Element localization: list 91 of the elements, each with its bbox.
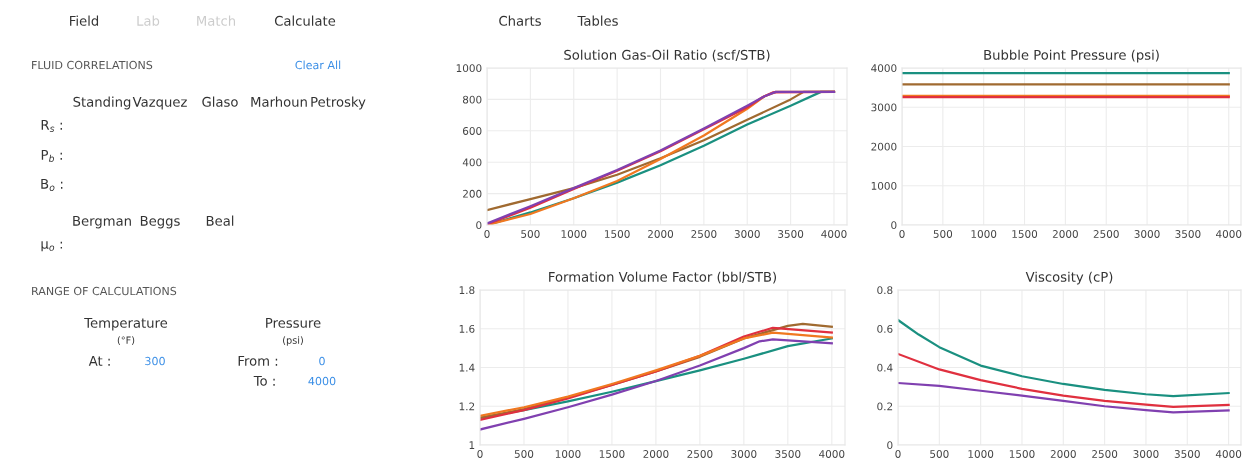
- text: (psi): [283, 336, 303, 346]
- x-tick-label: 2000: [643, 450, 669, 458]
- y-tick-label: 1.8: [459, 286, 475, 295]
- text: Clear All: [295, 60, 341, 70]
- text: Calculate: [274, 15, 336, 26]
- text: From :: [238, 356, 278, 366]
- x-tick-label: 3500: [778, 230, 804, 238]
- chart-title: Formation Volume Factor (bbl/STB): [549, 271, 777, 284]
- y-tick-label: 1.2: [459, 402, 475, 411]
- text: Pressure: [266, 318, 321, 328]
- text: P$_{b}$ :: [41, 150, 62, 162]
- x-tick-label: 2000: [1052, 230, 1078, 238]
- x-tick-label: 500: [933, 230, 953, 238]
- y-tick-label: 1000: [871, 181, 897, 190]
- chart-title: Solution Gas-Oil Ratio (scf/STB): [564, 49, 770, 62]
- y-tick-label: 1000: [456, 64, 482, 73]
- x-tick-label: 3000: [1133, 450, 1159, 458]
- x-tick-label: 3000: [731, 450, 757, 458]
- x-tick-label: 3000: [1134, 230, 1160, 238]
- x-tick-label: 1000: [968, 450, 994, 458]
- y-tick-label: 0.8: [877, 286, 893, 295]
- y-tick-label: 0.2: [877, 402, 893, 411]
- x-tick-label: 1500: [1009, 450, 1035, 458]
- line-series: [898, 352, 1230, 408]
- y-tick-label: 0: [887, 441, 893, 450]
- y-tick-label: 800: [462, 95, 482, 104]
- text: 4000: [308, 376, 336, 386]
- text: Bergman: [73, 216, 131, 229]
- x-tick-label: 0: [484, 230, 490, 238]
- x-tick-label: 1500: [605, 230, 630, 238]
- y-tick-label: 0.4: [877, 363, 893, 372]
- text: To :: [253, 376, 275, 386]
- x-tick-label: 2000: [648, 230, 674, 238]
- x-tick-label: 4000: [1216, 230, 1242, 238]
- x-tick-label: 3500: [1174, 450, 1200, 458]
- line-series: [898, 318, 1230, 398]
- y-tick-label: 0.6: [877, 324, 893, 333]
- text: μ$_{o}$ :: [41, 241, 63, 252]
- x-tick-label: 1500: [1012, 230, 1038, 238]
- text: Field: [70, 15, 99, 26]
- text: Marhoun: [251, 96, 307, 107]
- y-tick-label: 400: [462, 158, 482, 167]
- x-tick-label: 2500: [1093, 230, 1119, 238]
- chart-title: Viscosity (cP): [1025, 271, 1113, 285]
- text: Vazquez: [132, 97, 187, 110]
- x-tick-label: 500: [514, 450, 534, 458]
- text: B$_{o}$ :: [41, 179, 63, 191]
- y-tick-label: 0: [891, 221, 897, 230]
- text: 300: [145, 356, 165, 366]
- line-series: [898, 381, 1230, 414]
- y-tick-label: 0: [476, 221, 482, 230]
- text: (°F): [117, 336, 135, 345]
- x-tick-label: 1000: [555, 450, 581, 458]
- x-tick-label: 2500: [687, 450, 713, 458]
- x-tick-label: 2000: [1050, 450, 1076, 458]
- text: Beggs: [140, 216, 180, 229]
- y-tick-label: 1.6: [459, 324, 475, 333]
- text: Petrosky: [311, 96, 366, 110]
- text: At :: [88, 356, 110, 366]
- x-tick-label: 3500: [775, 450, 801, 458]
- y-tick-label: 3000: [871, 103, 897, 112]
- text: Tables: [577, 15, 618, 26]
- x-tick-label: 500: [521, 230, 540, 238]
- x-tick-label: 3500: [1175, 230, 1201, 238]
- y-tick-label: 200: [463, 189, 482, 198]
- x-tick-label: 2500: [1092, 450, 1118, 458]
- y-tick-label: 600: [462, 127, 482, 135]
- chart-title: Bubble Point Pressure (psi): [984, 49, 1159, 63]
- x-tick-label: 4000: [1215, 450, 1242, 458]
- text: Temperature: [84, 318, 168, 331]
- x-tick-label: 1000: [971, 230, 997, 238]
- text: Standing: [73, 96, 131, 110]
- x-tick-label: 4000: [819, 450, 845, 458]
- x-tick-label: 3000: [734, 230, 760, 238]
- y-tick-label: 4000: [871, 64, 897, 73]
- text: R$_{s}$ :: [41, 120, 62, 132]
- x-tick-label: 1500: [599, 450, 625, 458]
- y-tick-label: 1.4: [459, 363, 475, 372]
- text: Beal: [206, 215, 234, 226]
- x-tick-label: 4000: [821, 230, 847, 238]
- x-tick-label: 0: [899, 230, 905, 238]
- text: FLUID CORRELATIONS: [32, 60, 153, 70]
- x-tick-label: 2500: [691, 230, 717, 238]
- y-tick-label: 1: [469, 441, 475, 449]
- text: 0: [319, 356, 325, 366]
- text: Glaso: [202, 96, 238, 107]
- text: Charts: [499, 15, 541, 26]
- x-tick-label: 500: [930, 450, 949, 458]
- x-tick-label: 1000: [561, 230, 587, 238]
- y-tick-label: 2000: [871, 142, 897, 151]
- text: RANGE OF CALCULATIONS: [32, 286, 177, 296]
